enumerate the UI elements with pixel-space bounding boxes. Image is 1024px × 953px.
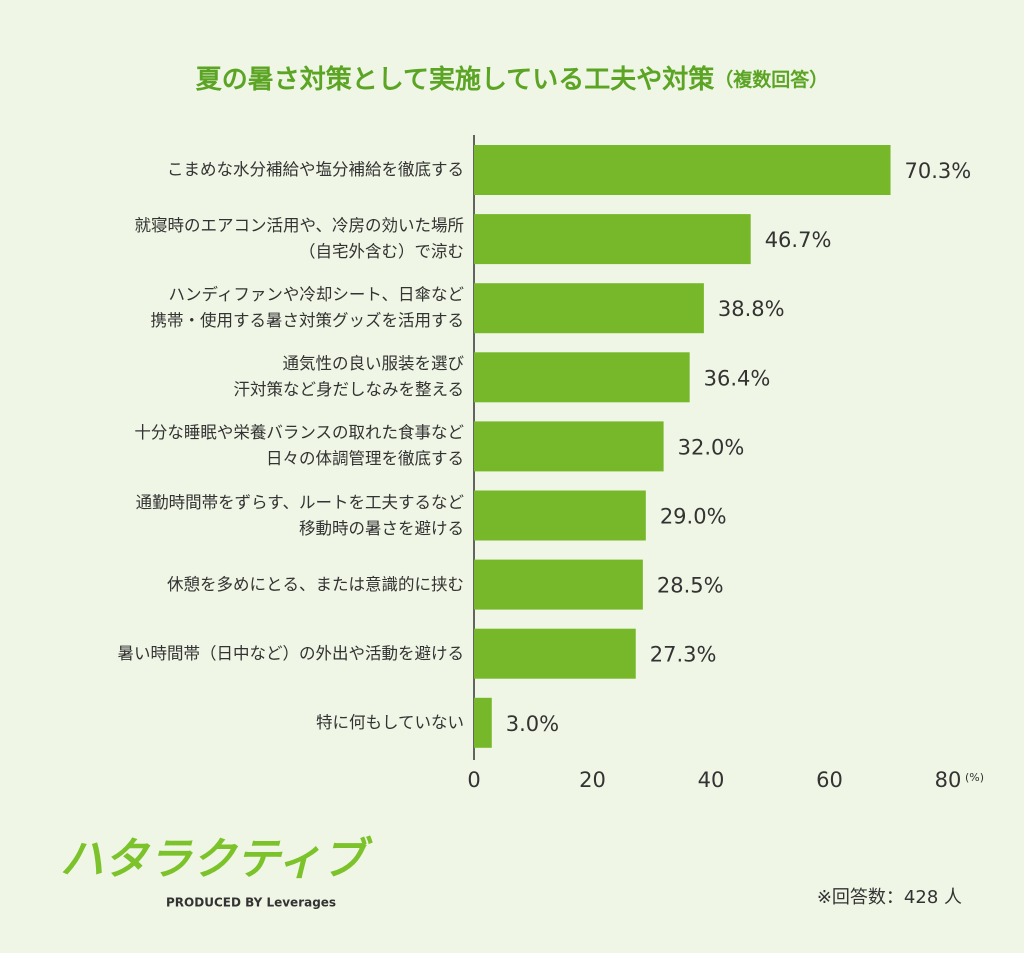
bar	[474, 214, 751, 265]
value-label: 70.3%	[905, 159, 972, 183]
category-label: 通勤時間帯をずらす、ルートを工夫するなど 移動時の暑さを避ける	[135, 492, 464, 538]
category-label: 就寝時のエアコン活用や、冷房の効いた場所 （自宅外含む）で涼む	[134, 216, 464, 262]
bar	[474, 559, 643, 610]
x-unit: (%)	[965, 771, 984, 784]
category-label: 十分な睡眠や栄養バランスの取れた食事など 日々の体調管理を徹底する	[134, 423, 464, 469]
bar	[474, 145, 891, 195]
bar	[474, 697, 492, 748]
value-label: 32.0%	[678, 435, 745, 459]
value-label: 46.7%	[765, 228, 832, 252]
category-label: 通気性の良い服装を選び 汗対策など身だしなみを整える	[233, 354, 464, 400]
bar	[474, 421, 664, 472]
x-tick-label: 80	[935, 768, 962, 792]
bar	[474, 490, 646, 541]
x-tick-label: 40	[698, 768, 725, 792]
logo: ハタラクティブ	[60, 834, 373, 885]
bar	[474, 352, 690, 403]
category-label: ハンディファンや冷却シート、日傘など 携帯・使用する暑さ対策グッズを活用する	[150, 285, 465, 331]
chart-title: 夏の暑さ対策として実施している工夫や対策（複数回答）	[196, 64, 828, 95]
value-label: 3.0%	[506, 712, 559, 736]
value-label: 29.0%	[660, 505, 727, 529]
category-label: 休憩を多めにとる、または意識的に挟む	[167, 574, 464, 594]
title: 夏の暑さ対策として実施している工夫や対策	[196, 64, 714, 95]
x-tick-label: 60	[816, 768, 843, 792]
value-label: 27.3%	[650, 643, 717, 667]
logo-sub: PRODUCED BY Leverages	[166, 896, 336, 910]
value-label: 36.4%	[704, 366, 771, 390]
note: ※回答数：428 人	[817, 887, 962, 908]
value-label: 28.5%	[657, 574, 724, 598]
x-tick-label: 0	[467, 768, 480, 792]
category-label: 暑い時間帯（日中など）の外出や活動を避ける	[117, 643, 465, 663]
bar	[474, 628, 636, 679]
value-label: 38.8%	[718, 297, 785, 321]
bar	[474, 283, 704, 334]
subtitle: （複数回答）	[714, 68, 828, 91]
category-label: 特に何もしていない	[315, 712, 464, 732]
x-tick-label: 20	[579, 768, 606, 792]
category-label: こまめな水分補給や塩分補給を徹底する	[167, 160, 464, 179]
